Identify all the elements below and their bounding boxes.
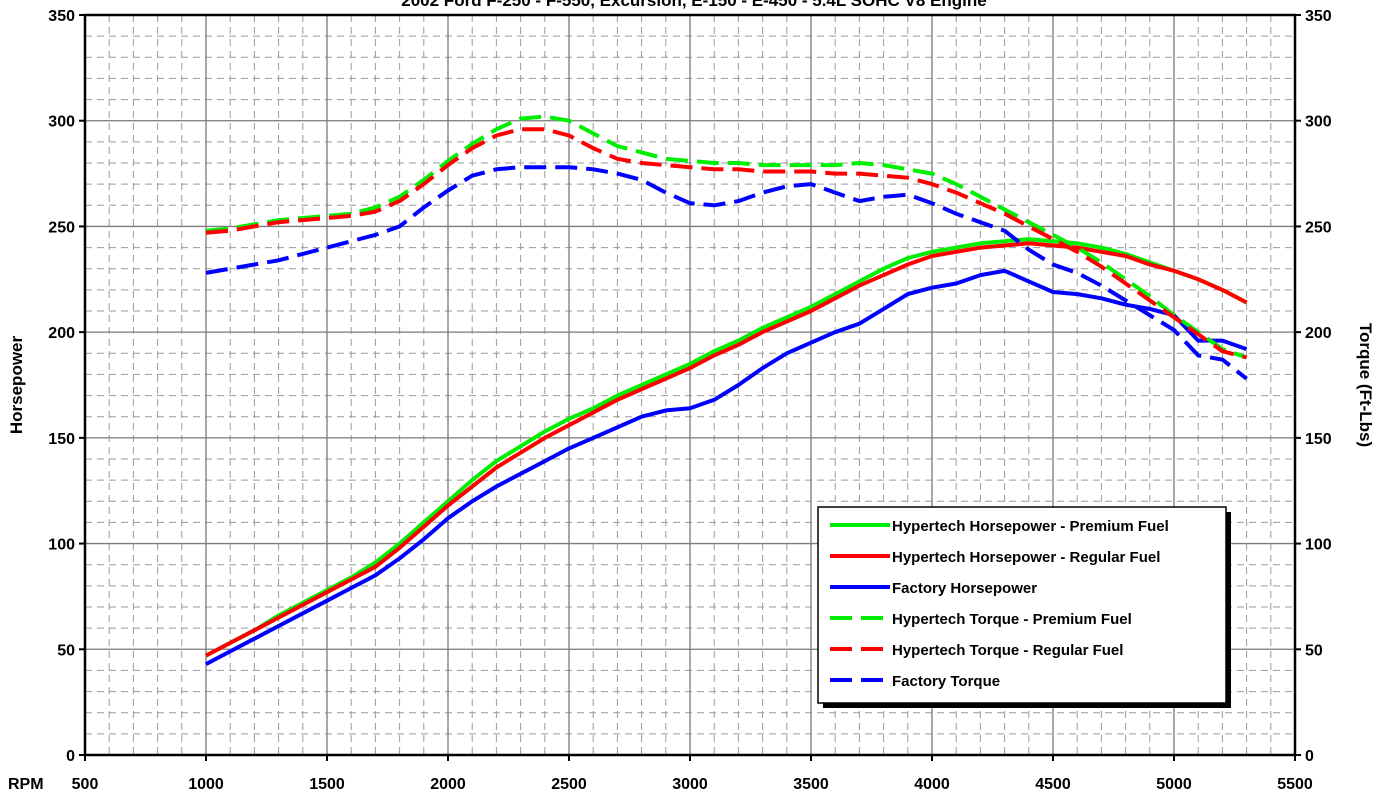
x-tick-label: 4000 [914,776,950,793]
y2-tick-label: 250 [1305,219,1332,236]
y2-tick-label: 50 [1305,642,1323,659]
y2-tick-label: 100 [1305,537,1332,554]
legend-label-6: Factory Torque [892,673,1000,690]
y-tick-label: 100 [48,537,75,554]
y2-tick-label: 200 [1305,325,1332,342]
x-tick-label: 4500 [1035,776,1071,793]
x-tick-label: 3000 [672,776,708,793]
y-tick-label: 0 [66,748,75,765]
y-tick-label: 200 [48,325,75,342]
legend: Hypertech Horsepower - Premium Fuel Hyper… [817,506,1231,708]
chart-title: 2002 Ford F-250 - F-550, Excursion, E-15… [401,0,986,10]
x-tick-label: 2500 [551,776,587,793]
x-axis-title: RPM [8,776,44,793]
axes: 500 1000 1500 2000 2500 3000 3500 4000 4500 5000 5… [48,8,1332,793]
series-line-3 [205,268,1248,666]
legend-label-1: Hypertech Horsepower - Premium Fuel [892,518,1169,535]
y-tick-label: 350 [48,8,75,25]
y-tick-label: 50 [57,642,75,659]
x-tick-label: 1500 [309,776,345,793]
y-tick-label: 250 [48,219,75,236]
x-tick-label: 5500 [1277,776,1313,793]
legend-box [817,506,1227,704]
y2-tick-label: 350 [1305,8,1332,25]
series-line-1 [205,237,1248,658]
y2-tick-label: 150 [1305,431,1332,448]
legend-label-2: Hypertech Horsepower - Regular Fuel [892,549,1160,566]
legend-label-4: Hypertech Torque - Premium Fuel [892,611,1132,628]
legend-label-3: Factory Horsepower [892,580,1037,597]
y-tick-label: 300 [48,114,75,131]
y-axis-title: Horsepower [7,335,26,434]
y2-axis-title: Torque (Ft-Lbs) [1356,323,1375,447]
x-tick-label: 5000 [1156,776,1192,793]
series-line-5 [205,127,1248,360]
x-tick-label: 1000 [188,776,224,793]
series-line-4 [205,114,1248,360]
y-tick-label: 150 [48,431,75,448]
x-tick-label: 2000 [430,776,466,793]
plot-lines [205,114,1248,666]
x-tick-label: 3500 [793,776,829,793]
series-line-2 [205,241,1248,658]
x-tick-label: 500 [72,776,99,793]
y2-tick-label: 0 [1305,748,1314,765]
legend-label-5: Hypertech Torque - Regular Fuel [892,642,1123,659]
y2-tick-label: 300 [1305,114,1332,131]
